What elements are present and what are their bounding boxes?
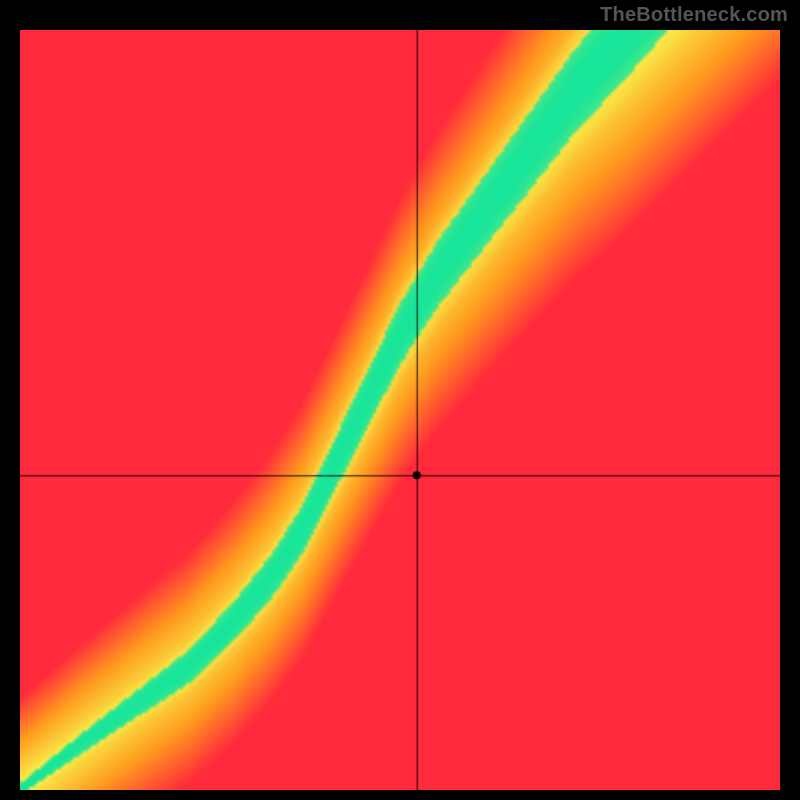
heatmap-canvas (20, 30, 780, 790)
bottleneck-heatmap (20, 30, 780, 790)
watermark-text: TheBottleneck.com (600, 4, 788, 27)
